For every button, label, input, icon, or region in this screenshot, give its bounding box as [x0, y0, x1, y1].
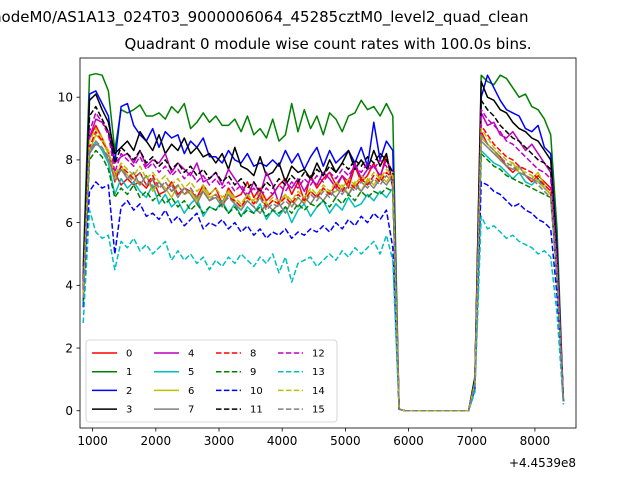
y-tick-label: 4 [65, 279, 73, 293]
x-tick-label: 5000 [330, 434, 361, 448]
y-tick-label: 6 [65, 216, 73, 230]
y-tick-label: 10 [58, 90, 73, 104]
x-tick-label: 4000 [267, 434, 298, 448]
legend-label-8: 8 [250, 349, 256, 360]
legend-label-4: 4 [188, 349, 194, 360]
x-tick-label: 7000 [456, 434, 487, 448]
axes-frame [79, 57, 577, 429]
x-offset-label: +4.4539e8 [509, 456, 576, 470]
y-tick-label: 0 [65, 404, 73, 418]
series-line-10 [82, 181, 565, 412]
legend-label-13: 13 [312, 367, 325, 378]
x-tick-label: 2000 [141, 434, 172, 448]
legend-label-11: 11 [250, 405, 263, 416]
series-line-12 [82, 108, 565, 412]
y-tick-label: 2 [65, 341, 73, 355]
series-line-2 [82, 74, 565, 412]
legend-label-1: 1 [126, 367, 132, 378]
x-tick-label: 8000 [520, 434, 551, 448]
legend-label-5: 5 [188, 367, 194, 378]
figure-suptitle: n file: modeM0/AS1A13_024T03_9000006064_… [0, 8, 529, 26]
series-line-15 [82, 134, 565, 412]
chart-title: Quadrant 0 module wise count rates with … [124, 35, 532, 53]
axes: 1000 2000 3000 4000 5000 6000 7000 80000246810+… [58, 57, 577, 470]
legend-label-6: 6 [188, 386, 194, 397]
series-lines [82, 72, 565, 412]
legend-label-15: 15 [312, 405, 325, 416]
x-tick-label: 6000 [393, 434, 424, 448]
series-line-4 [82, 112, 565, 412]
y-tick-label: 8 [65, 153, 73, 167]
legend-label-9: 9 [250, 367, 256, 378]
series-line-11 [82, 99, 565, 412]
series-line-13 [82, 209, 565, 412]
legend-box [85, 339, 338, 423]
series-line-1 [82, 72, 565, 412]
series-line-9 [82, 149, 565, 412]
legend-label-7: 7 [188, 405, 194, 416]
series-line-0 [82, 124, 565, 412]
legend-label-0: 0 [126, 349, 132, 360]
series-line-14 [82, 127, 565, 412]
x-tick-label: 3000 [204, 434, 235, 448]
legend-label-3: 3 [126, 405, 132, 416]
legend-label-2: 2 [126, 386, 132, 397]
x-tick-label: 1000 [77, 434, 108, 448]
legend-label-14: 14 [312, 386, 325, 397]
legend-label-10: 10 [250, 386, 263, 397]
legend-label-12: 12 [312, 349, 325, 360]
